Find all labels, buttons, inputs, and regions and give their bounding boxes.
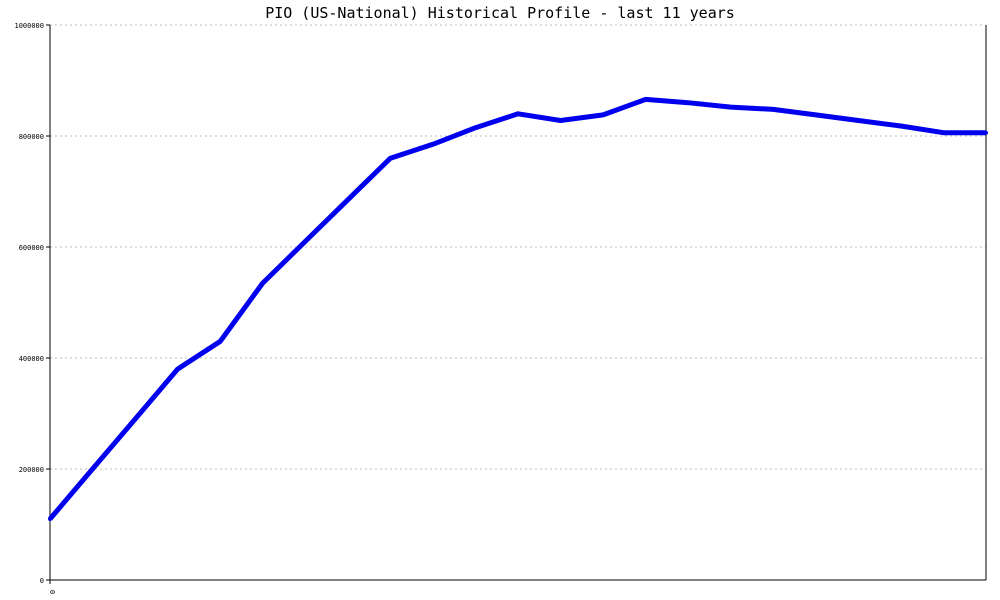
data-point <box>218 339 223 344</box>
data-point <box>643 97 648 102</box>
data-point <box>984 130 988 135</box>
data-point <box>771 107 776 112</box>
y-tick-label: 0 <box>40 577 44 585</box>
data-point <box>303 239 308 244</box>
axes <box>49 25 987 581</box>
series-layer <box>48 96 988 521</box>
data-point <box>686 100 691 105</box>
x-tick-labels: 0 <box>48 580 56 594</box>
data-point <box>175 367 180 372</box>
y-tick-labels: 0 200000 400000 600000 800000 1000000 <box>14 22 50 585</box>
data-point <box>516 111 520 116</box>
y-tick-label: 400000 <box>19 355 44 363</box>
data-point <box>941 130 946 135</box>
data-point <box>48 517 52 521</box>
y-tick-label: 800000 <box>19 133 44 141</box>
y-tick-label: 600000 <box>19 244 44 252</box>
data-point <box>856 118 861 123</box>
data-point <box>601 112 606 117</box>
data-point <box>345 197 350 202</box>
data-point <box>388 156 393 161</box>
x-tick-label: 0 <box>48 590 56 594</box>
data-point <box>430 142 435 147</box>
data-point <box>90 467 95 471</box>
y-tick-label: 200000 <box>19 466 44 474</box>
grid-lines <box>50 24 986 470</box>
data-point <box>898 124 903 128</box>
data-point <box>728 105 733 110</box>
data-point <box>558 118 563 123</box>
data-point <box>133 417 138 422</box>
data-point <box>260 281 265 286</box>
y-tick-label: 1000000 <box>14 22 44 30</box>
series-line <box>48 96 986 521</box>
data-point <box>473 125 478 130</box>
chart-title: PIO (US-National) Historical Profile - l… <box>265 4 735 22</box>
data-point <box>813 112 818 117</box>
